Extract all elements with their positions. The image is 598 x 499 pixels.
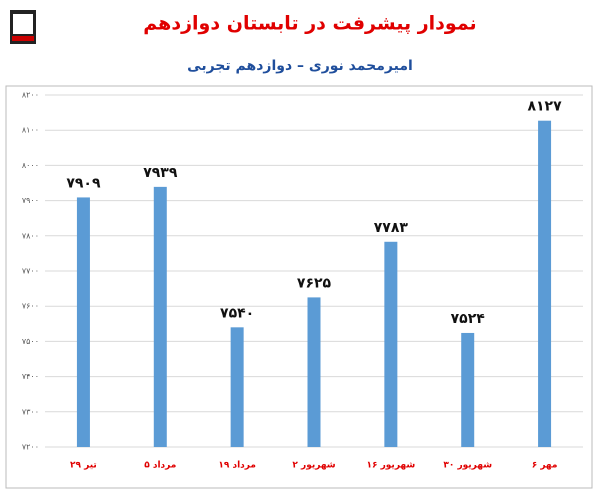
y-tick-label: ۸۰۰۰ xyxy=(22,161,39,170)
logo xyxy=(10,10,36,44)
bar xyxy=(76,197,90,447)
bar xyxy=(230,327,244,447)
y-tick-label: ۷۵۰۰ xyxy=(22,337,39,346)
x-tick-label: ۱۹ مرداد xyxy=(218,461,256,471)
bar xyxy=(307,297,321,447)
x-tick-label: ۶ مهر xyxy=(532,461,558,471)
chart-title: نمودار پیشرفت در تابستان دوازدهم xyxy=(143,13,476,35)
bar xyxy=(153,186,167,447)
y-tick-label: ۸۲۰۰ xyxy=(22,91,39,100)
y-tick-label: ۷۹۰۰ xyxy=(22,196,39,205)
plot-frame xyxy=(5,85,593,489)
value-label: ۷۹۰۹ xyxy=(66,175,101,191)
bar xyxy=(538,120,552,448)
x-tick-label: ۵ مرداد xyxy=(144,461,176,471)
bar xyxy=(461,332,475,447)
chart-subtitle: امیرمحمد نوری – دوازدهم تجربی xyxy=(187,58,413,74)
y-tick-label: ۷۶۰۰ xyxy=(22,302,39,311)
y-tick-label: ۷۴۰۰ xyxy=(22,372,39,381)
value-label: ۷۹۳۹ xyxy=(143,165,178,181)
y-tick-label: ۷۸۰۰ xyxy=(22,231,39,240)
bar xyxy=(384,241,398,447)
value-label: ۷۶۲۵ xyxy=(297,275,332,291)
value-label: ۸۱۲۷ xyxy=(527,99,562,115)
x-tick-label: ۲۹ تیر xyxy=(70,461,97,471)
y-tick-label: ۷۷۰۰ xyxy=(22,267,39,276)
value-label: ۷۵۲۴ xyxy=(451,311,486,327)
value-label: ۷۵۴۰ xyxy=(220,305,254,321)
value-label: ۷۷۸۳ xyxy=(374,220,409,236)
y-tick-label: ۷۲۰۰ xyxy=(22,443,39,452)
y-tick-label: ۸۱۰۰ xyxy=(22,126,39,135)
x-tick-label: ۱۶ شهریور xyxy=(366,461,415,471)
x-tick-label: ۲ شهریور xyxy=(292,461,335,471)
x-tick-label: ۳۰ شهریور xyxy=(443,461,492,471)
y-tick-label: ۷۳۰۰ xyxy=(22,407,39,416)
